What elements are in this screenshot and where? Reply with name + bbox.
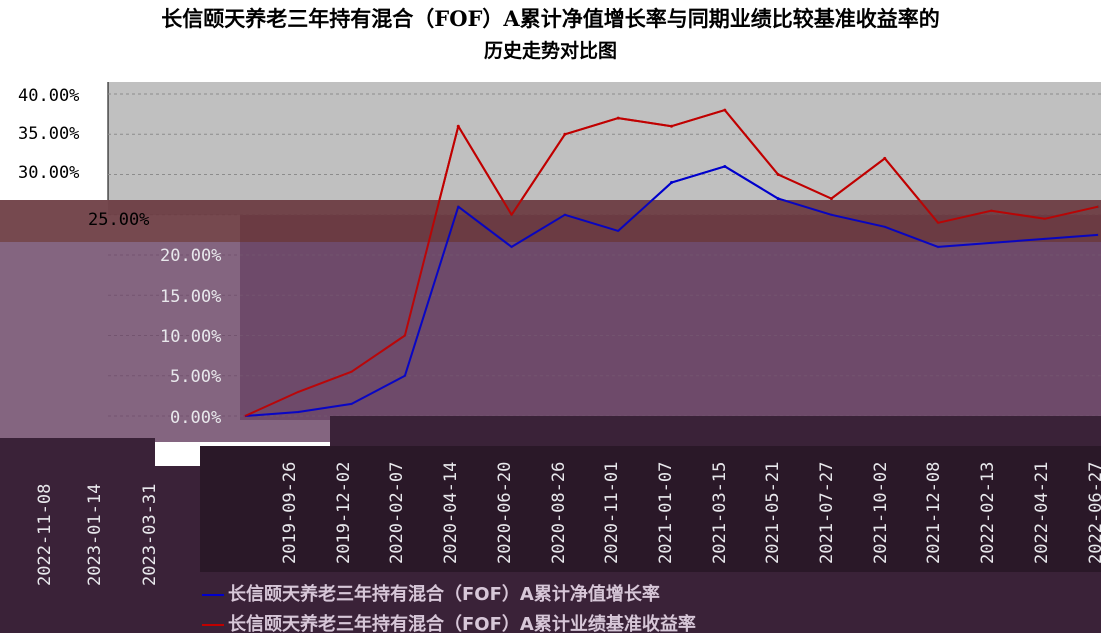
legend-item-bench: 长信颐天养老三年持有混合（FOF）A累计业绩基准收益率 — [202, 610, 696, 636]
xtick-label-5: 2020-08-26 — [549, 461, 569, 564]
glitch-band-dark-bottom — [0, 466, 200, 633]
ytick-5: 5.00% — [170, 367, 222, 387]
xtick-label-0: 2019-09-26 — [280, 461, 300, 564]
legend: 长信颐天养老三年持有混合（FOF）A累计净值增长率 长信颐天养老三年持有混合（F… — [196, 572, 1101, 636]
xtick-stray-1: 2023-01-14 — [85, 483, 105, 586]
xtick-label-13: 2022-02-13 — [978, 461, 998, 564]
xtick-label-8: 2021-03-15 — [710, 461, 730, 564]
ytick-10: 10.00% — [160, 327, 222, 347]
xtick-label-6: 2020-11-01 — [602, 461, 622, 564]
xtick-stray-2: 2023-03-31 — [140, 483, 160, 586]
legend-label-nav: 长信颐天养老三年持有混合（FOF）A累计净值增长率 — [228, 584, 660, 605]
xtick-label-9: 2021-05-21 — [763, 461, 783, 564]
xtick-label-1: 2019-12-02 — [334, 461, 354, 564]
ytick-35: 35.00% — [18, 124, 80, 144]
xtick-label-3: 2020-04-14 — [441, 461, 461, 564]
ytick-40: 40.00% — [18, 86, 80, 106]
series-nav-line-overlay — [244, 165, 1099, 417]
ytick-15: 15.00% — [160, 287, 222, 307]
glitch-band-mid — [330, 416, 1101, 446]
glitch-band-maroon — [0, 200, 1101, 242]
chart-title-line1: 长信颐天养老三年持有混合（FOF）A累计净值增长率与同期业绩比较基准收益率的 — [161, 6, 940, 31]
xtick-label-12: 2021-12-08 — [924, 461, 944, 564]
xtick-label-14: 2022-04-21 — [1032, 461, 1052, 564]
ytick-20: 20.00% — [160, 246, 222, 266]
ytick-0: 0.00% — [170, 408, 222, 428]
chart-title-line2: 历史走势对比图 — [483, 40, 617, 62]
glitch-band-dark-left — [0, 438, 155, 466]
legend-item-nav: 长信颐天养老三年持有混合（FOF）A累计净值增长率 — [202, 580, 660, 606]
series-overlay-layer — [244, 109, 1099, 417]
legend-swatch-bench — [202, 624, 224, 626]
xtick-label-15: 2022-06-27 — [1086, 461, 1101, 564]
glitch-band-purple — [0, 242, 1101, 442]
ytick-25: 25.00% — [88, 210, 150, 230]
ytick-30: 30.00% — [18, 163, 80, 183]
xtick-label-11: 2021-10-02 — [871, 461, 891, 564]
xtick-label-7: 2021-01-07 — [656, 461, 676, 564]
legend-label-bench: 长信颐天养老三年持有混合（FOF）A累计业绩基准收益率 — [228, 614, 696, 635]
xtick-stray-0: 2022-11-08 — [35, 483, 55, 586]
glitch-band-xaxis — [200, 446, 1101, 572]
xtick-label-10: 2021-07-27 — [817, 461, 837, 564]
xtick-label-2: 2020-02-07 — [387, 461, 407, 564]
plot-area — [108, 82, 1101, 215]
legend-swatch-nav — [202, 594, 224, 596]
series-bench-line-overlay — [244, 109, 1099, 417]
xtick-label-4: 2020-06-20 — [495, 461, 515, 564]
